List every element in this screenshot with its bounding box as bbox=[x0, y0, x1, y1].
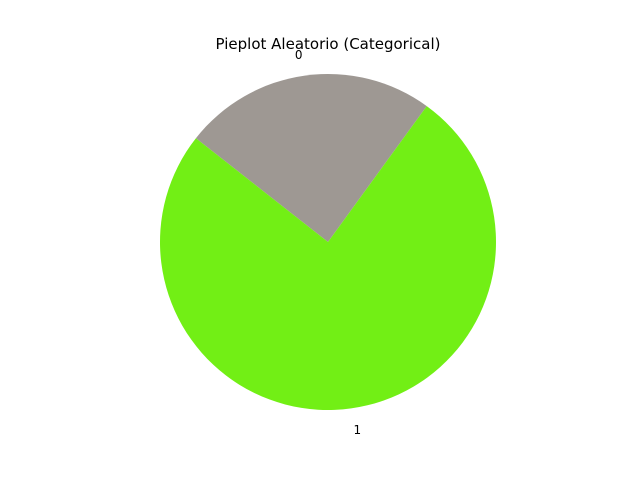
chart-title: Pieplot Aleatorio (Categorical) bbox=[216, 35, 441, 53]
pie-label-1: 1 bbox=[353, 423, 361, 437]
pie-labels: 01 bbox=[295, 48, 361, 437]
pie-slice-1 bbox=[159, 106, 496, 411]
pie-slice-0 bbox=[195, 74, 427, 242]
pie-label-0: 0 bbox=[295, 48, 303, 62]
pie-slices bbox=[159, 74, 496, 411]
